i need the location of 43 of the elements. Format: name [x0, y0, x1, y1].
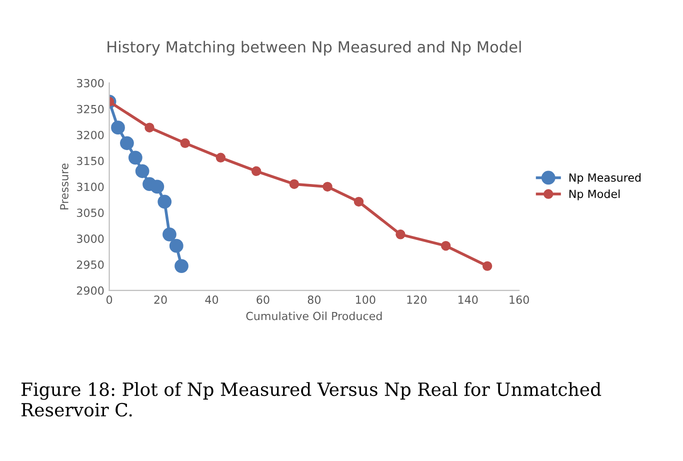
x-tick-label: 100	[356, 295, 376, 304]
caption: Figure 18: Plot of Np Measured Versus Np Real for Unmatched Reservoir C.	[21, 382, 602, 417]
point	[150, 180, 164, 194]
x-tick-label: 120	[407, 295, 426, 304]
point	[158, 194, 172, 209]
y-tick-label: 3100	[76, 182, 104, 192]
x-tick-label: 40	[205, 295, 218, 304]
point	[169, 238, 184, 253]
x-tick-label: 140	[458, 295, 478, 304]
y-axis-title: Pressure	[60, 164, 68, 210]
point	[162, 227, 176, 242]
x-tick-label: 0	[106, 295, 112, 304]
y-tick-label: 3300	[76, 78, 104, 88]
point	[135, 164, 150, 178]
point	[322, 182, 332, 192]
point	[216, 152, 226, 163]
point	[396, 230, 406, 240]
point	[111, 120, 125, 135]
y-tick-label: 2900	[76, 286, 104, 295]
point	[482, 261, 492, 271]
x-tick-label: 160	[510, 295, 529, 304]
chart-title: History Matching between Np Measured and Np Model	[108, 40, 521, 56]
y-tick-label: 2950	[76, 260, 104, 269]
point	[289, 179, 300, 189]
y-tick-label: 3200	[76, 130, 104, 140]
point	[174, 259, 188, 273]
point	[180, 138, 190, 148]
point	[128, 150, 142, 165]
x-tick-label: 80	[308, 295, 321, 304]
x-tick-label: 20	[154, 295, 167, 304]
legend-label: Np Measured	[569, 173, 641, 184]
point	[354, 196, 364, 207]
point	[120, 136, 134, 150]
legend-label: Np Model	[569, 189, 620, 200]
y-tick-label: 3150	[76, 156, 104, 166]
y-tick-label: 3250	[76, 104, 104, 114]
x-axis-title: Cumulative Oil Produced	[246, 312, 382, 320]
x-tick-label: 60	[256, 295, 270, 304]
point	[251, 166, 262, 176]
y-tick-label: 3050	[76, 208, 104, 218]
y-tick-label: 3000	[76, 234, 104, 243]
point	[144, 122, 154, 132]
point	[440, 240, 451, 251]
